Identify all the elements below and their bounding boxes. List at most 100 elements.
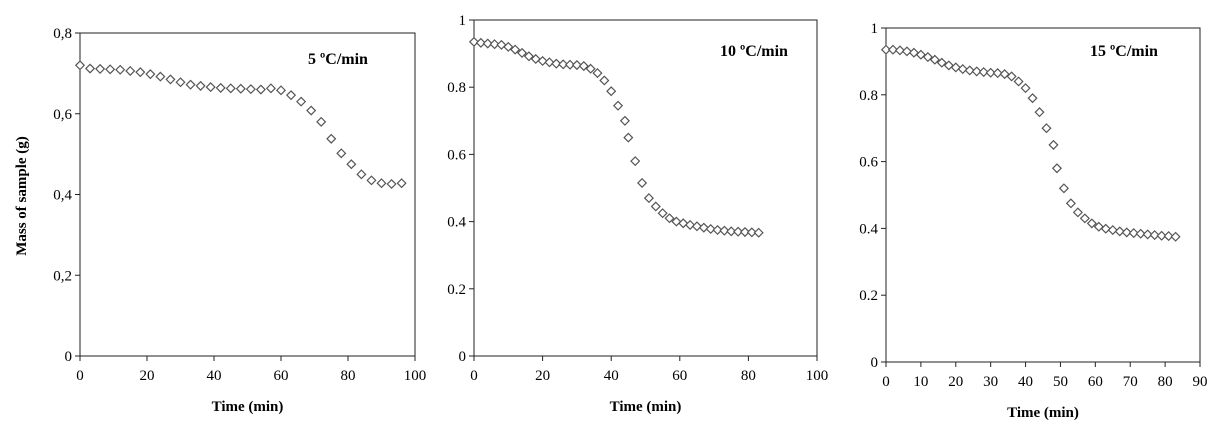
data-point bbox=[599, 75, 610, 86]
data-point bbox=[950, 62, 961, 73]
data-point bbox=[205, 82, 216, 93]
data-point bbox=[145, 69, 156, 80]
data-point bbox=[1020, 83, 1031, 94]
y-tick-label: 0 bbox=[459, 349, 467, 365]
data-point bbox=[296, 96, 307, 107]
data-point bbox=[571, 59, 582, 71]
x-tick-label: 90 bbox=[1193, 374, 1208, 390]
data-point bbox=[685, 219, 696, 231]
data-point bbox=[496, 39, 507, 50]
data-point bbox=[978, 67, 989, 78]
data-point bbox=[922, 52, 933, 63]
data-point bbox=[376, 178, 387, 189]
data-point bbox=[1100, 223, 1111, 234]
data-point bbox=[1034, 107, 1045, 118]
x-tick-label: 0 bbox=[882, 374, 890, 390]
data-point bbox=[510, 44, 521, 55]
x-tick-label: 40 bbox=[604, 368, 619, 384]
data-point bbox=[719, 225, 730, 236]
data-point bbox=[215, 82, 226, 93]
x-tick-label: 20 bbox=[948, 374, 963, 390]
data-point bbox=[245, 84, 256, 95]
data-point bbox=[475, 37, 486, 48]
x-tick-label: 80 bbox=[1158, 374, 1173, 390]
data-point bbox=[671, 216, 682, 227]
chart-title: 5 ºC/min bbox=[308, 51, 368, 68]
data-point bbox=[1135, 228, 1146, 239]
y-tick-label: 1 bbox=[871, 21, 879, 37]
data-point bbox=[943, 60, 954, 71]
data-point bbox=[999, 69, 1010, 80]
x-tick-label: 70 bbox=[1123, 374, 1138, 390]
data-point bbox=[175, 77, 186, 88]
y-tick-label: 1 bbox=[459, 13, 467, 29]
x-tick-label: 60 bbox=[1088, 374, 1103, 390]
data-point bbox=[386, 178, 397, 190]
data-point bbox=[1079, 213, 1090, 224]
data-point bbox=[115, 64, 126, 75]
x-axis-title: Time (min) bbox=[1007, 405, 1079, 421]
data-point bbox=[135, 67, 146, 78]
data-point bbox=[105, 64, 116, 75]
data-point bbox=[901, 46, 912, 57]
y-tick-label: 0.6 bbox=[859, 155, 878, 171]
y-tick-label: 0.8 bbox=[859, 88, 878, 104]
chart-panel-1: 0 0,2 0,4 0,6 0,8 0 20 40 60 80 100 5 ºC/min Time (m… bbox=[14, 26, 426, 415]
x-tick-label: 100 bbox=[806, 368, 829, 384]
data-point bbox=[336, 148, 347, 159]
data-point bbox=[1027, 93, 1038, 104]
data-point bbox=[551, 58, 562, 69]
data-point bbox=[985, 67, 996, 78]
y-tick-label: 0.4 bbox=[859, 221, 878, 237]
plot-frame bbox=[885, 27, 1201, 363]
data-point bbox=[125, 65, 136, 77]
data-point bbox=[1114, 226, 1125, 237]
data-point bbox=[1121, 227, 1132, 238]
data-point bbox=[1013, 76, 1024, 87]
data-point bbox=[705, 223, 716, 235]
x-tick-label: 20 bbox=[535, 368, 550, 384]
data-point bbox=[698, 222, 709, 233]
data-point bbox=[1163, 231, 1174, 242]
data-point bbox=[691, 221, 702, 232]
data-point bbox=[503, 41, 514, 52]
data-point bbox=[908, 47, 919, 58]
x-tick-label: 80 bbox=[341, 368, 356, 384]
data-point bbox=[366, 175, 377, 186]
data-point bbox=[95, 63, 106, 74]
data-point bbox=[657, 208, 668, 219]
data-point bbox=[1006, 71, 1017, 82]
data-point bbox=[1048, 139, 1059, 150]
data-point bbox=[1072, 207, 1083, 218]
data-point bbox=[733, 226, 744, 237]
y-tick-label: 0,8 bbox=[53, 26, 72, 42]
data-point bbox=[558, 59, 569, 70]
data-point bbox=[1065, 198, 1076, 209]
data-point bbox=[650, 201, 661, 212]
x-tick-label: 0 bbox=[470, 368, 478, 384]
data-point bbox=[971, 66, 982, 77]
data-point bbox=[235, 83, 246, 94]
data-point bbox=[606, 86, 617, 97]
plot-frame bbox=[79, 32, 416, 357]
data-point bbox=[155, 71, 166, 82]
x-tick-label: 20 bbox=[140, 368, 155, 384]
data-point bbox=[880, 44, 892, 55]
data-point bbox=[523, 51, 534, 62]
data-point bbox=[564, 59, 576, 70]
data-point bbox=[165, 74, 176, 85]
data-point bbox=[1170, 231, 1181, 242]
data-point bbox=[1107, 225, 1118, 236]
x-tick-label: 50 bbox=[1053, 374, 1068, 390]
y-tick-label: 0 bbox=[871, 355, 879, 371]
data-point bbox=[326, 133, 337, 144]
y-axis-title: Mass of sample (g) bbox=[14, 136, 30, 256]
chart-title: 10 ºC/min bbox=[720, 43, 788, 60]
data-point bbox=[592, 68, 603, 79]
data-point bbox=[1086, 218, 1097, 229]
data-point bbox=[74, 60, 86, 71]
data-point bbox=[482, 38, 493, 49]
data-point bbox=[396, 178, 407, 189]
